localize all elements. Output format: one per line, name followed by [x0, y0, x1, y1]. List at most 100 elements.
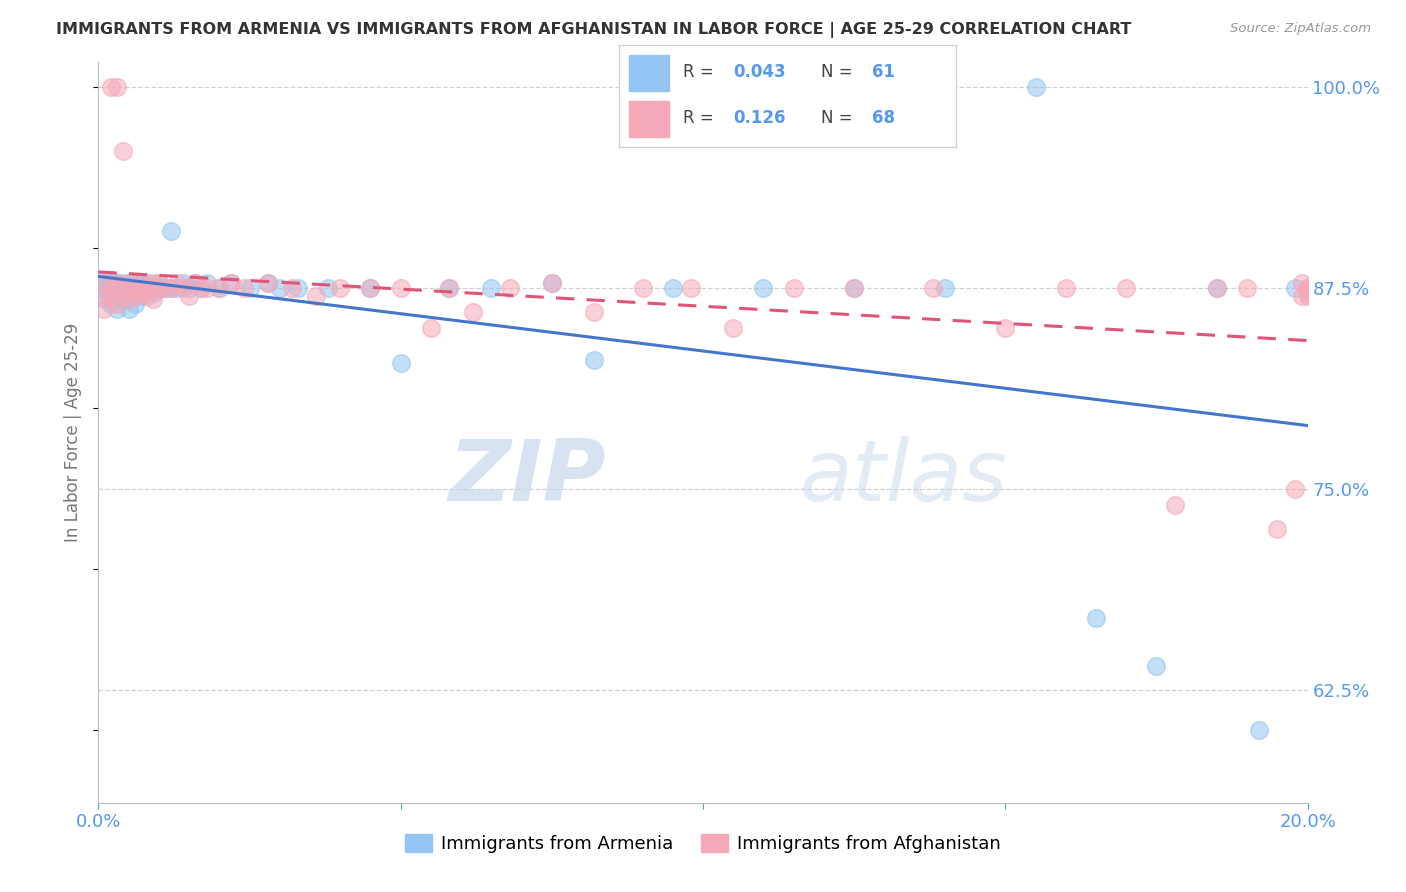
Point — [256, 276, 278, 290]
Point — [129, 276, 152, 290]
Point — [111, 289, 134, 303]
Point — [208, 281, 231, 295]
Point — [100, 276, 122, 290]
Point — [148, 281, 170, 295]
Point — [100, 297, 122, 311]
Point — [100, 285, 122, 300]
Point — [679, 281, 702, 295]
Point — [1085, 610, 1108, 624]
Point — [1291, 276, 1313, 290]
Point — [190, 281, 212, 295]
Point — [135, 281, 157, 295]
Point — [195, 276, 218, 290]
Point — [360, 281, 382, 295]
Point — [752, 281, 775, 295]
Point — [142, 292, 165, 306]
Point — [389, 356, 412, 370]
Point — [1206, 281, 1229, 295]
Point — [420, 321, 443, 335]
Point — [783, 281, 806, 295]
Point — [498, 281, 520, 295]
Point — [100, 292, 122, 306]
Point — [124, 297, 146, 311]
Point — [844, 281, 866, 295]
Point — [1284, 281, 1306, 295]
Point — [160, 224, 183, 238]
Point — [1236, 281, 1258, 295]
Point — [195, 281, 218, 295]
Point — [153, 281, 176, 295]
Point — [124, 281, 146, 295]
Point — [994, 321, 1017, 335]
Point — [389, 281, 412, 295]
Point — [93, 281, 115, 295]
Point — [921, 281, 943, 295]
Point — [100, 273, 122, 287]
Point — [93, 276, 115, 290]
Point — [184, 276, 207, 290]
Point — [105, 297, 128, 311]
Point — [723, 321, 745, 335]
Point — [118, 281, 141, 295]
Point — [93, 273, 115, 287]
Point — [105, 79, 128, 94]
Point — [287, 281, 309, 295]
Point — [111, 285, 134, 300]
Y-axis label: In Labor Force | Age 25-29: In Labor Force | Age 25-29 — [65, 323, 83, 542]
Text: 61: 61 — [872, 63, 894, 81]
Text: ZIP: ZIP — [449, 435, 606, 518]
Text: IMMIGRANTS FROM ARMENIA VS IMMIGRANTS FROM AFGHANISTAN IN LABOR FORCE | AGE 25-2: IMMIGRANTS FROM ARMENIA VS IMMIGRANTS FR… — [56, 22, 1132, 38]
Point — [105, 281, 128, 295]
Point — [135, 289, 157, 303]
Point — [93, 289, 115, 303]
Point — [129, 285, 152, 300]
Text: R =: R = — [683, 63, 718, 81]
Point — [256, 276, 278, 290]
Point — [844, 281, 866, 295]
Point — [118, 276, 141, 290]
Text: N =: N = — [821, 63, 858, 81]
Point — [100, 281, 122, 295]
Point — [1296, 281, 1319, 295]
Point — [208, 281, 231, 295]
Point — [281, 281, 304, 295]
Point — [105, 301, 128, 316]
Point — [221, 276, 243, 290]
Text: R =: R = — [683, 110, 724, 128]
Point — [118, 301, 141, 316]
Point — [1249, 723, 1271, 738]
Point — [239, 281, 262, 295]
Point — [540, 276, 562, 290]
Bar — [628, 55, 669, 91]
Point — [221, 276, 243, 290]
Point — [631, 281, 654, 295]
Point — [1054, 281, 1077, 295]
Point — [160, 281, 183, 295]
Text: 68: 68 — [872, 110, 894, 128]
Point — [305, 289, 328, 303]
Point — [93, 292, 115, 306]
Point — [481, 281, 503, 295]
Point — [1115, 281, 1137, 295]
Point — [1267, 522, 1289, 536]
Point — [1291, 289, 1313, 303]
Bar — [628, 101, 669, 137]
Point — [105, 276, 128, 290]
Point — [100, 79, 122, 94]
Point — [1163, 498, 1185, 512]
Point — [111, 281, 134, 295]
Text: N =: N = — [821, 110, 858, 128]
Point — [111, 276, 134, 290]
Point — [172, 281, 194, 295]
Point — [1296, 285, 1319, 300]
Point — [437, 281, 460, 295]
Point — [179, 289, 201, 303]
Legend: Immigrants from Armenia, Immigrants from Afghanistan: Immigrants from Armenia, Immigrants from… — [398, 827, 1008, 861]
Point — [166, 281, 188, 295]
Point — [142, 281, 165, 295]
Point — [148, 276, 170, 290]
Point — [105, 289, 128, 303]
Point — [540, 276, 562, 290]
Point — [118, 276, 141, 290]
Point — [360, 281, 382, 295]
